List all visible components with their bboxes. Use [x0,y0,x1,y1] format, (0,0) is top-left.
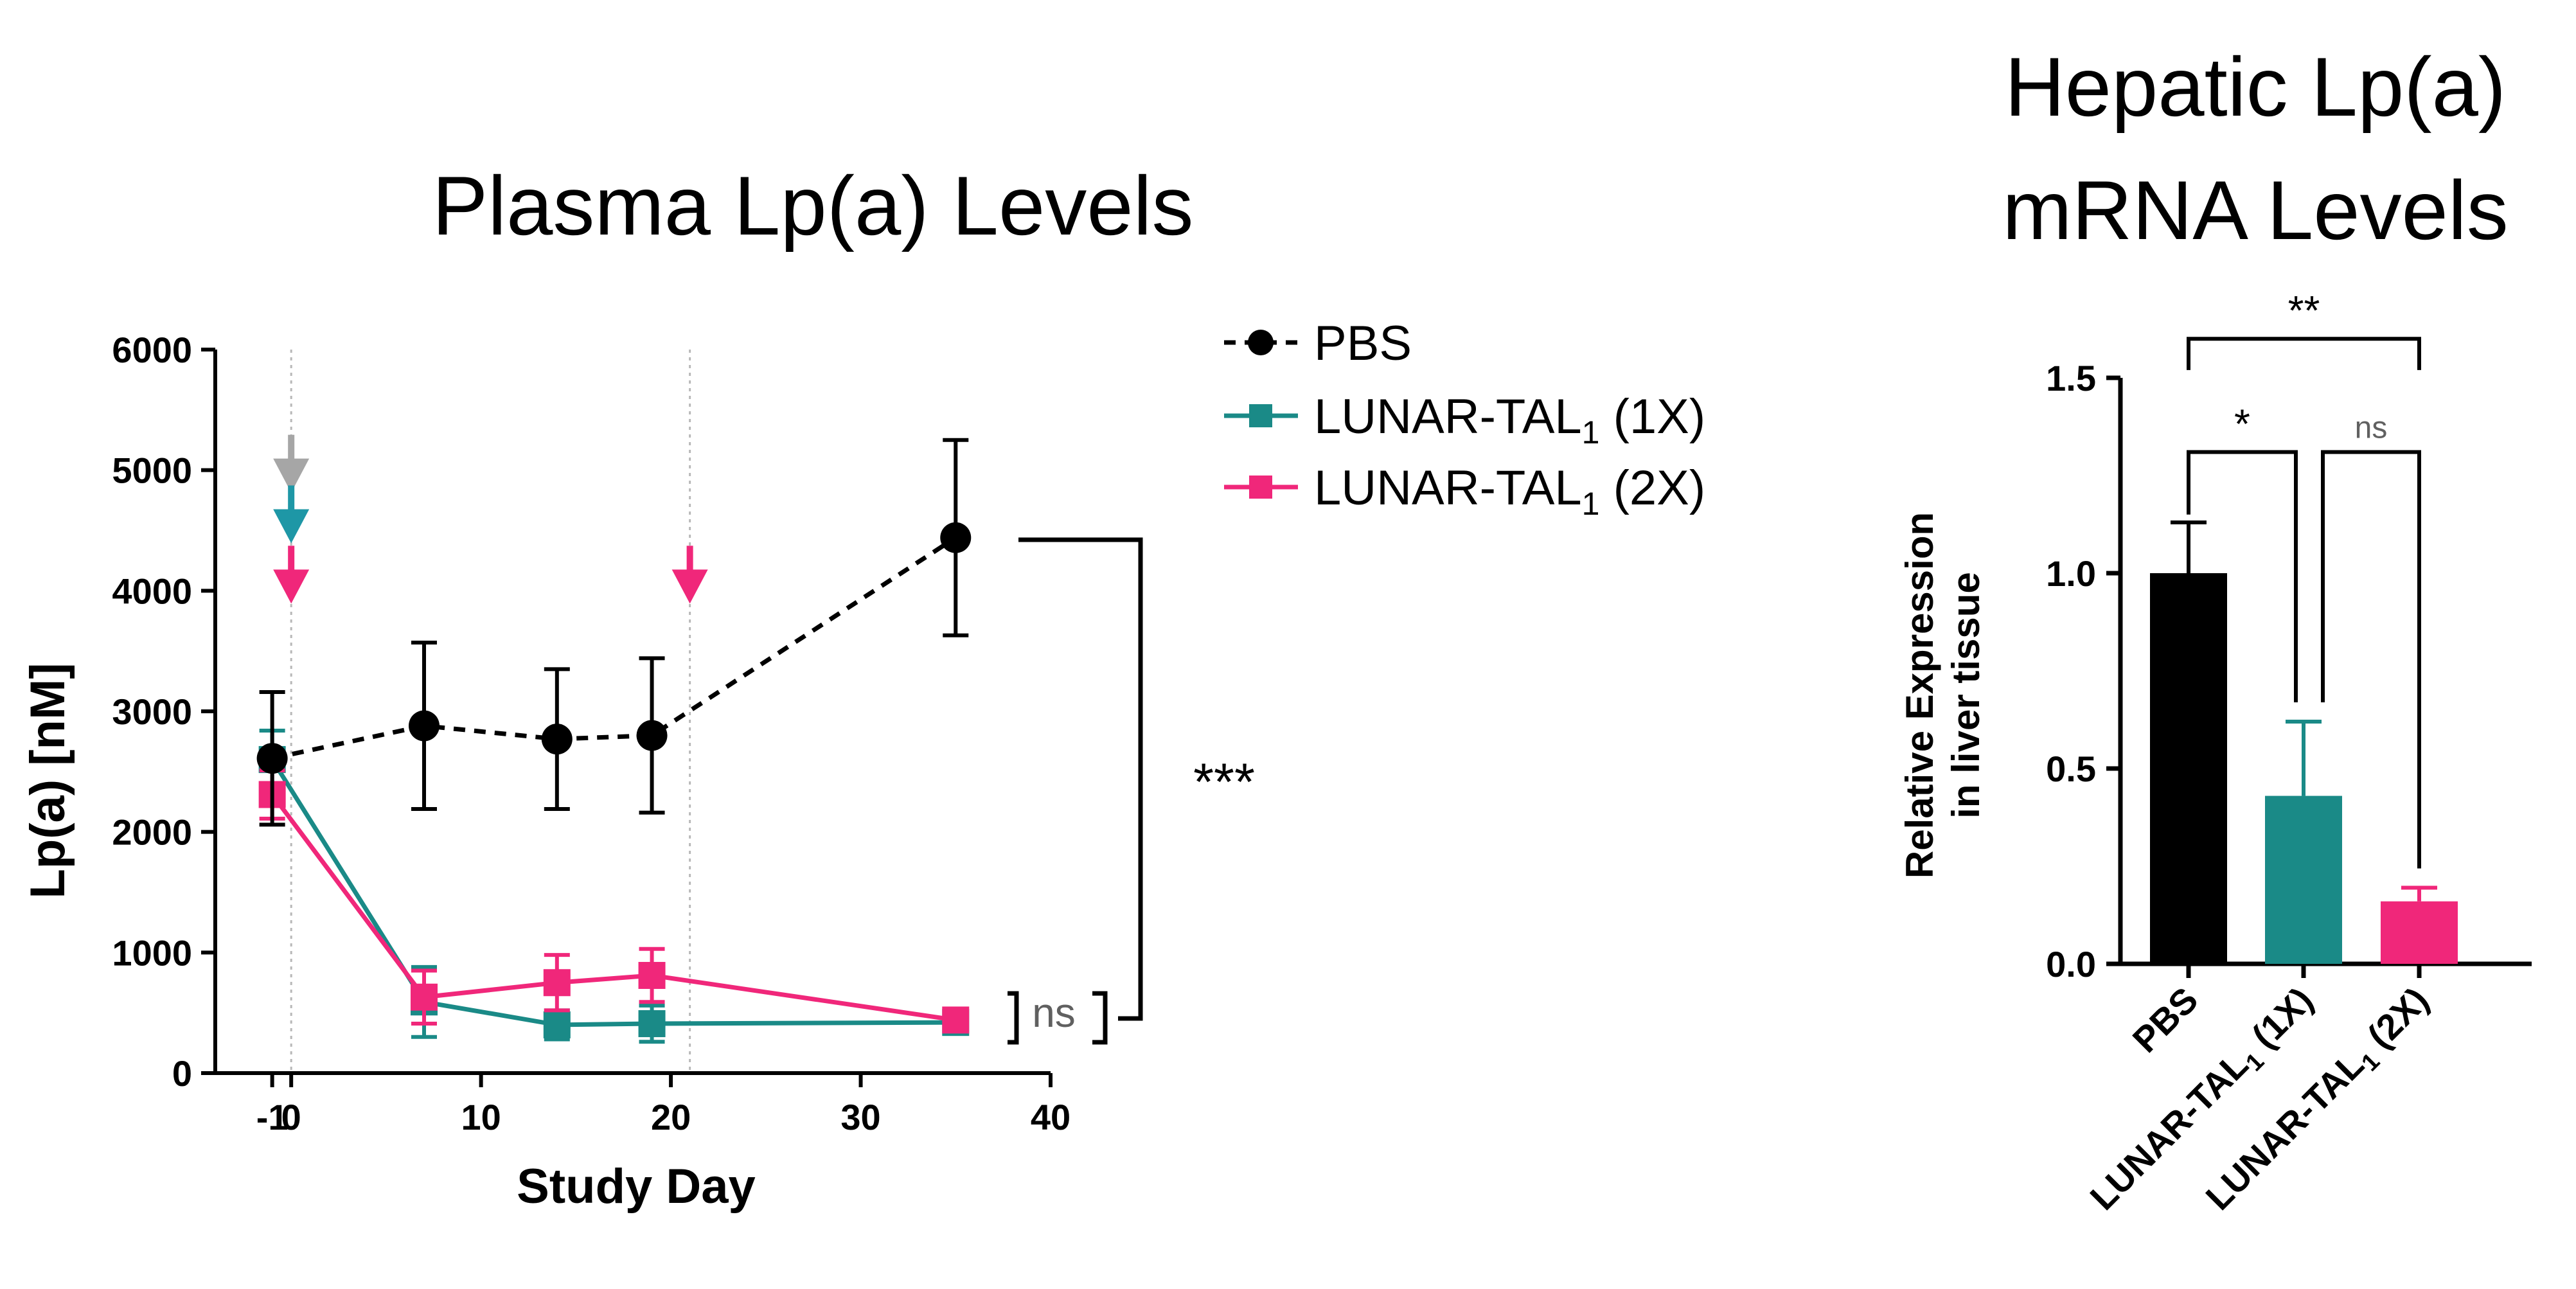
legend-label-2x: LUNAR-TAL1 (2X) [1314,461,1705,522]
bar-significance-label: * [2234,401,2250,447]
dose-arrow-head [273,458,310,493]
line-chart-x-ticks: -10 10 20 30 40 [256,1073,1070,1137]
series-line [270,758,956,1027]
bar-chart-y-label-line-2: in liver tissue [1944,572,1987,819]
legend-marker-1x [1249,404,1272,427]
x-tick-label: 10 [461,1097,501,1137]
bar-category-label: PBS [2125,979,2206,1060]
line-chart-legend: PBS LUNAR-TAL1 (1X) LUNAR-TAL1 (2X) [1224,316,1705,522]
y-tick-label: 3000 [112,691,192,732]
bar-significance-label: ** [2288,287,2320,333]
series-line [271,535,957,761]
data-point [409,710,440,742]
line-chart-significance: *** ns [1008,537,1255,1045]
y-tick-label: 1000 [112,932,192,973]
significance-bracket-ns-right [1092,991,1108,1045]
significance-label-triple-star: *** [1193,753,1255,812]
legend-label-pbs: PBS [1314,316,1412,371]
dose-arrow-icon [671,546,708,604]
bar-chart-bars [2150,520,2458,964]
dose-arrow-head [273,569,310,604]
data-point [543,1011,571,1038]
x-tick-label: 40 [1031,1097,1070,1137]
line-chart-dose-arrows [273,434,708,604]
line-chart-panel: Plasma Lp(a) Levels Study Day Lp(a) [nM]… [21,159,1705,1214]
line-chart-title: Plasma Lp(a) Levels [432,159,1194,253]
dose-arrow-shaft [686,546,693,572]
line-chart-y-label: Lp(a) [nM] [21,662,75,898]
x-tick-label: 20 [651,1097,691,1137]
series-line [270,793,956,1022]
dose-arrow-shaft [288,485,295,511]
bar-group-1 [2265,720,2342,964]
series-1 [258,729,970,1044]
data-point [256,743,288,774]
series-0 [256,438,972,827]
dose-arrow-icon [273,485,310,544]
bar-significance-bracket [2321,450,2421,869]
data-point [411,983,438,1011]
data-point [638,1010,666,1038]
bar-y-tick-label: 0.5 [2046,749,2096,789]
data-point [638,961,666,989]
bar-category-label: LUNAR-TAL1 (2X) [2198,979,2440,1222]
dose-arrow-head [671,569,708,604]
significance-bracket-pbs-vs-treated [1018,537,1143,1021]
dose-arrow-head [273,509,310,544]
bar-group-0 [2150,520,2227,964]
line-chart-x-label: Study Day [517,1159,756,1214]
x-tick-label: 0 [281,1097,301,1137]
legend-marker-2x [1249,476,1272,499]
dose-arrow-icon [273,434,310,493]
bar-chart-title-line-2: mRNA Levels [2002,163,2509,257]
bar [2150,573,2227,964]
legend-label-1x: LUNAR-TAL1 (1X) [1314,389,1705,450]
legend-marker-pbs [1248,330,1274,355]
significance-bracket-ns-left [1008,991,1019,1045]
y-tick-label: 4000 [112,571,192,611]
bar-significance-label: ns [2355,411,2388,445]
x-tick-label: -1 [256,1097,289,1137]
legend-item-2x: LUNAR-TAL1 (2X) [1224,461,1705,522]
y-tick-label: 6000 [112,330,192,370]
dose-arrow-shaft [288,546,295,572]
bar-y-tick-label: 1.0 [2046,553,2096,594]
significance-label-ns: ns [1032,990,1076,1036]
y-tick-label: 5000 [112,450,192,491]
legend-item-pbs: PBS [1224,316,1412,371]
bar [2265,796,2342,964]
data-point [940,522,972,553]
bar-y-tick-label: 1.5 [2046,358,2096,398]
bar-chart-title-line-1: Hepatic Lp(a) [2005,40,2506,134]
line-chart-axes [213,350,1051,1075]
series-2 [258,768,970,1034]
bar-y-tick-label: 0.0 [2046,944,2096,984]
data-point [543,969,571,997]
bar-chart-y-ticks: 0.0 0.5 1.0 1.5 [2046,358,2120,984]
bar [2381,901,2458,964]
data-point [942,1006,970,1034]
dose-arrow-icon [273,546,310,604]
bar-chart-panel: Hepatic Lp(a) mRNA Levels Relative Expre… [1898,40,2532,1222]
bar-significance-bracket [2187,450,2298,703]
bar-significance-bracket [2187,337,2421,370]
y-tick-label: 0 [172,1053,192,1094]
legend-item-1x: LUNAR-TAL1 (1X) [1224,389,1705,450]
y-tick-label: 2000 [112,812,192,853]
x-tick-label: 30 [840,1097,880,1137]
line-chart-grid [290,350,691,1073]
bar-chart-y-label-line-1: Relative Expression [1898,512,1941,878]
bar-group-2 [2381,885,2458,964]
data-point [541,724,573,755]
bar-chart-significance: *** ns [2187,287,2421,869]
line-chart-series [256,438,972,1044]
line-chart-y-ticks: 0 1000 2000 3000 4000 5000 6000 [112,330,215,1094]
data-point [636,720,668,751]
dose-arrow-shaft [288,434,295,461]
